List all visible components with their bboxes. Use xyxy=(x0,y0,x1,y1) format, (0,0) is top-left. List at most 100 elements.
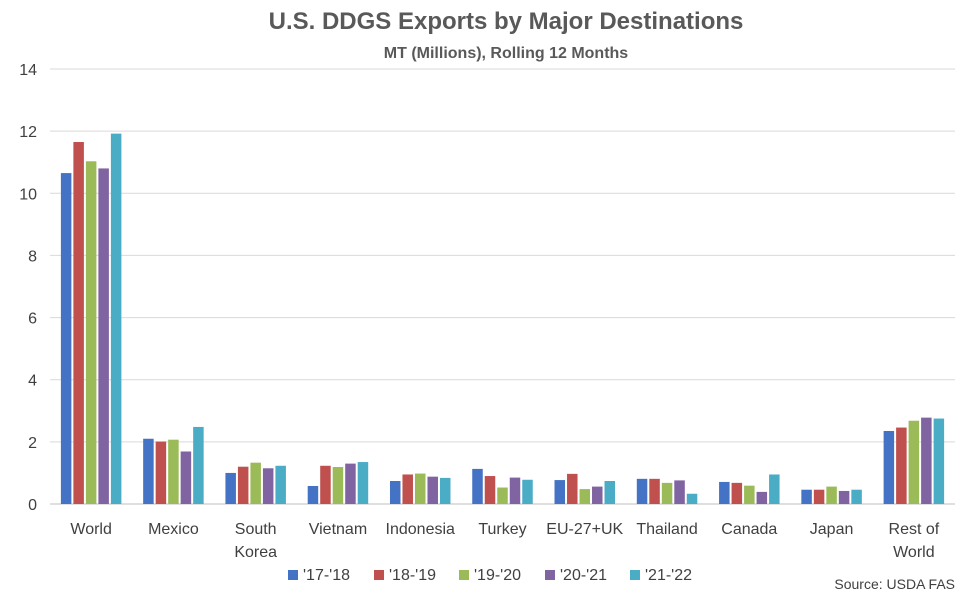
bar xyxy=(439,477,451,504)
bar xyxy=(604,481,616,504)
bar xyxy=(522,479,533,504)
legend-swatch xyxy=(630,570,640,580)
bar xyxy=(801,489,812,504)
bar xyxy=(307,485,319,504)
legend-label: '17-'18 xyxy=(303,567,350,584)
bar xyxy=(143,438,154,504)
bar xyxy=(345,463,356,504)
y-tick-label: 12 xyxy=(19,124,37,141)
bar xyxy=(155,441,167,504)
bar xyxy=(509,477,521,504)
legend-item: '17-'18 xyxy=(288,567,350,584)
bar xyxy=(769,474,780,504)
bar xyxy=(579,489,591,504)
category-label: EU-27+UK xyxy=(546,521,623,538)
y-tick-label: 14 xyxy=(19,62,37,79)
bar xyxy=(921,417,932,504)
bar xyxy=(275,465,286,504)
chart-title: U.S. DDGS Exports by Major Destinations xyxy=(269,8,744,35)
bar xyxy=(686,493,698,504)
bar xyxy=(933,418,945,504)
bar xyxy=(168,439,179,504)
legend-swatch xyxy=(545,570,555,580)
bar xyxy=(193,426,204,504)
source-note: Source: USDA FAS xyxy=(834,576,955,592)
bar xyxy=(649,478,660,504)
bar xyxy=(250,462,261,504)
legend-item: '19-'20 xyxy=(459,567,521,584)
legend-item: '21-'22 xyxy=(630,567,692,584)
legend-label: '20-'21 xyxy=(560,567,607,584)
bar xyxy=(883,430,895,504)
legend-swatch xyxy=(374,570,384,580)
bar xyxy=(908,420,920,504)
category-label: Mexico xyxy=(148,521,199,538)
bar xyxy=(389,481,401,504)
bar xyxy=(85,161,97,504)
bar xyxy=(567,473,578,504)
category-label: Turkey xyxy=(478,521,526,538)
category-label: Korea xyxy=(234,544,277,561)
bar xyxy=(262,468,274,504)
y-tick-label: 6 xyxy=(28,311,37,328)
bar xyxy=(180,451,192,504)
bar xyxy=(661,482,673,504)
bar xyxy=(73,142,84,504)
bar xyxy=(402,474,413,504)
bar xyxy=(744,485,755,504)
category-label: Canada xyxy=(721,521,777,538)
bar xyxy=(674,480,685,504)
category-label: Japan xyxy=(810,521,854,538)
legend-label: '21-'22 xyxy=(645,567,692,584)
bar xyxy=(237,466,249,504)
category-label: World xyxy=(70,521,112,538)
bar xyxy=(110,133,122,504)
category-labels: World Mexico South Korea Vietnam Indonesia Tur… xyxy=(70,521,939,561)
bar xyxy=(719,481,730,504)
y-tick-label: 8 xyxy=(28,248,37,265)
category-label: Vietnam xyxy=(309,521,367,538)
legend-label: '18-'19 xyxy=(389,567,436,584)
bar xyxy=(357,462,369,504)
bar xyxy=(427,476,438,504)
bar xyxy=(414,473,426,504)
bar xyxy=(472,468,483,504)
y-tick-label: 10 xyxy=(19,186,37,203)
bar xyxy=(484,476,496,504)
legend-item: '18-'19 xyxy=(374,567,436,584)
bar xyxy=(554,480,566,504)
bar xyxy=(896,427,907,504)
bar xyxy=(497,487,508,504)
legend-swatch xyxy=(288,570,298,580)
chart-subtitle: MT (Millions), Rolling 12 Months xyxy=(384,45,629,62)
bar xyxy=(636,478,648,504)
legend-label: '19-'20 xyxy=(474,567,521,584)
legend-item: '20-'21 xyxy=(545,567,607,584)
category-label: Rest of xyxy=(889,521,940,538)
bar xyxy=(838,490,850,504)
legend-swatch xyxy=(459,570,469,580)
bar xyxy=(756,491,768,504)
category-label: South xyxy=(235,521,277,538)
gridlines xyxy=(50,68,955,443)
category-label: Thailand xyxy=(636,521,697,538)
legend: '17-'18 '18-'19 '19-'20 '20-'21 '21-'22 xyxy=(288,567,692,584)
category-label: Indonesia xyxy=(386,521,455,538)
bars xyxy=(60,133,945,504)
y-tick-label: 2 xyxy=(28,435,37,452)
bar xyxy=(851,489,862,504)
y-tick-label: 4 xyxy=(28,373,37,390)
y-tick-label: 0 xyxy=(28,497,37,514)
bar xyxy=(320,465,331,504)
bar xyxy=(592,486,603,504)
category-label: World xyxy=(893,544,935,561)
bar xyxy=(332,467,344,504)
bar xyxy=(826,486,837,504)
bar xyxy=(731,482,743,504)
bar xyxy=(98,168,109,504)
bar xyxy=(225,472,236,504)
bar xyxy=(813,489,825,504)
bar xyxy=(60,173,72,504)
